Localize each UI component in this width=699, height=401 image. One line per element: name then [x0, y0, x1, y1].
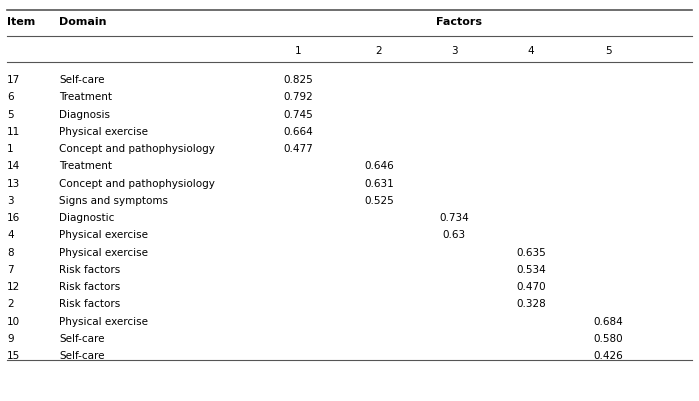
Text: Signs and symptoms: Signs and symptoms [59, 196, 168, 206]
Text: 10: 10 [7, 317, 20, 326]
Text: 0.477: 0.477 [284, 144, 313, 154]
Text: Risk factors: Risk factors [59, 300, 121, 309]
Text: 6: 6 [7, 93, 13, 102]
Text: 0.525: 0.525 [364, 196, 394, 206]
Text: 0.63: 0.63 [442, 231, 466, 240]
Text: Physical exercise: Physical exercise [59, 127, 148, 137]
Text: Concept and pathophysiology: Concept and pathophysiology [59, 144, 215, 154]
Text: 7: 7 [7, 265, 13, 275]
Text: 0.580: 0.580 [593, 334, 623, 344]
Text: 16: 16 [7, 213, 20, 223]
Text: Risk factors: Risk factors [59, 282, 121, 292]
Text: 0.664: 0.664 [284, 127, 313, 137]
Text: 0.646: 0.646 [364, 162, 394, 171]
Text: Treatment: Treatment [59, 162, 113, 171]
Text: 8: 8 [7, 248, 13, 257]
Text: 3: 3 [451, 47, 458, 56]
Text: Physical exercise: Physical exercise [59, 248, 148, 257]
Text: Diagnostic: Diagnostic [59, 213, 115, 223]
Text: 0.328: 0.328 [517, 300, 546, 309]
Text: 5: 5 [605, 47, 612, 56]
Text: 0.470: 0.470 [517, 282, 546, 292]
Text: Domain: Domain [59, 17, 107, 27]
Text: 5: 5 [7, 110, 13, 119]
Text: 2: 2 [7, 300, 13, 309]
Text: Treatment: Treatment [59, 93, 113, 102]
Text: Physical exercise: Physical exercise [59, 231, 148, 240]
Text: 0.825: 0.825 [284, 75, 313, 85]
Text: 0.631: 0.631 [364, 179, 394, 188]
Text: 0.426: 0.426 [593, 351, 623, 361]
Text: 12: 12 [7, 282, 20, 292]
Text: Risk factors: Risk factors [59, 265, 121, 275]
Text: Self-care: Self-care [59, 75, 105, 85]
Text: 0.734: 0.734 [440, 213, 469, 223]
Text: 0.745: 0.745 [284, 110, 313, 119]
Text: Factors: Factors [436, 17, 482, 27]
Text: 3: 3 [7, 196, 13, 206]
Text: 0.534: 0.534 [517, 265, 546, 275]
Text: 11: 11 [7, 127, 20, 137]
Text: Self-care: Self-care [59, 351, 105, 361]
Text: 15: 15 [7, 351, 20, 361]
Text: 1: 1 [7, 144, 13, 154]
Text: 14: 14 [7, 162, 20, 171]
Text: 4: 4 [528, 47, 535, 56]
Text: Physical exercise: Physical exercise [59, 317, 148, 326]
Text: 17: 17 [7, 75, 20, 85]
Text: 0.635: 0.635 [517, 248, 546, 257]
Text: 0.792: 0.792 [284, 93, 313, 102]
Text: Diagnosis: Diagnosis [59, 110, 110, 119]
Text: Self-care: Self-care [59, 334, 105, 344]
Text: 4: 4 [7, 231, 13, 240]
Text: 0.684: 0.684 [593, 317, 623, 326]
Text: 9: 9 [7, 334, 13, 344]
Text: 2: 2 [375, 47, 382, 56]
Text: 1: 1 [295, 47, 302, 56]
Text: 13: 13 [7, 179, 20, 188]
Text: Concept and pathophysiology: Concept and pathophysiology [59, 179, 215, 188]
Text: Item: Item [7, 17, 35, 27]
